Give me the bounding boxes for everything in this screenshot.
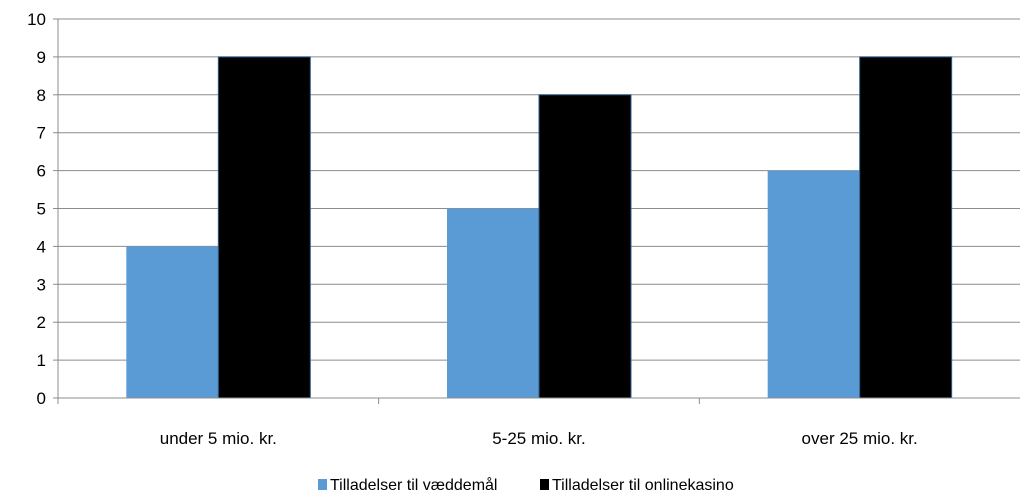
- legend-label: Tilladelser til onlinekasino: [552, 477, 734, 494]
- axes: [53, 18, 1020, 404]
- bar-vaeddemaal-2: [767, 170, 860, 398]
- legend: Tilladelser til væddemål Tilladelser til …: [318, 476, 734, 494]
- y-tick-label: 5: [37, 200, 46, 219]
- y-tick-label: 0: [37, 389, 46, 408]
- legend-label: Tilladelser til væddemål: [330, 476, 497, 494]
- legend-swatch-1: [540, 479, 549, 490]
- y-tick-label: 1: [37, 351, 46, 370]
- legend-swatch-0: [318, 479, 327, 490]
- bar-vaeddemaal-1: [447, 208, 539, 398]
- y-axis-tick-labels: 0 1 2 3 4 5 6 7 8 9 10: [27, 10, 46, 408]
- x-category-label: 5-25 mio. kr.: [492, 429, 586, 448]
- bar-onlinekasino-0: [217, 56, 311, 399]
- bars: [126, 56, 953, 399]
- y-tick-label: 3: [37, 275, 46, 294]
- y-tick-label: 8: [37, 86, 46, 105]
- x-category-label: over 25 mio. kr.: [802, 429, 918, 448]
- y-tick-label: 7: [37, 124, 46, 143]
- y-tick-label: 9: [37, 48, 46, 67]
- bar-vaeddemaal-0: [126, 246, 219, 398]
- y-tick-label: 6: [37, 162, 46, 181]
- bar-onlinekasino-2: [859, 56, 953, 399]
- y-tick-label: 4: [37, 237, 46, 256]
- x-category-label: under 5 mio. kr.: [160, 429, 277, 448]
- y-tick-label: 2: [37, 313, 46, 332]
- x-axis-category-labels: under 5 mio. kr. 5-25 mio. kr. over 25 mio…: [160, 429, 918, 448]
- bar-onlinekasino-1: [538, 94, 632, 399]
- y-tick-label: 10: [27, 10, 46, 29]
